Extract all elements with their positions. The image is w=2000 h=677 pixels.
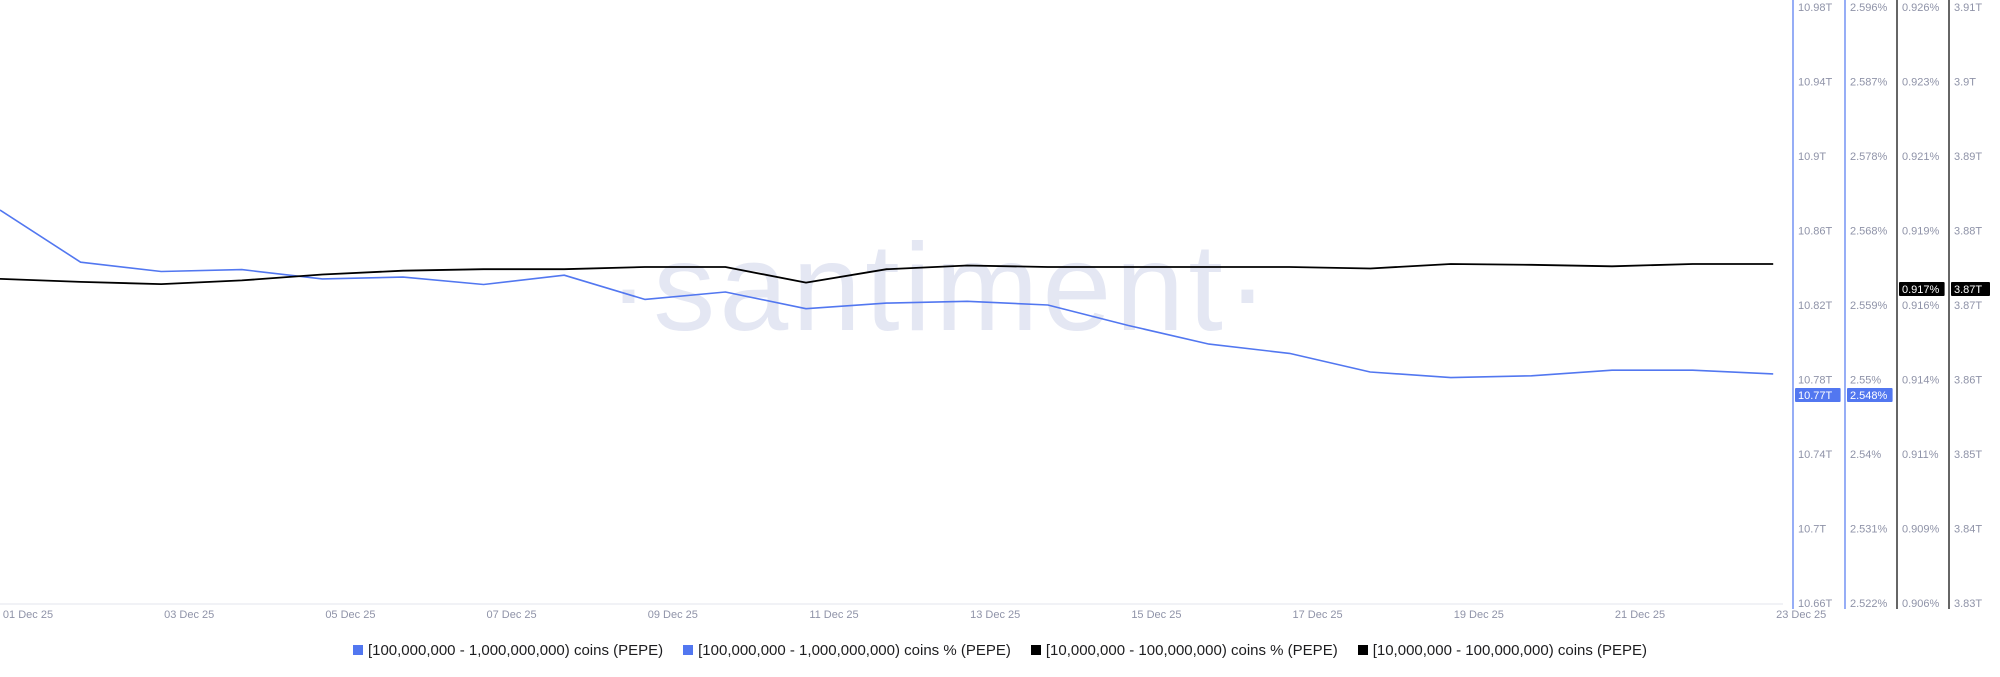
y-tick-label: 10.9T (1798, 151, 1826, 163)
y-tick-label: 2.568% (1850, 226, 1888, 238)
santiment-watermark: ·santiment· (608, 219, 1272, 357)
y-tick-label: 2.531% (1850, 524, 1888, 536)
legend-item-2[interactable]: [100,000,000 - 1,000,000,000) coins % (P… (683, 642, 1011, 659)
y-tick-label: 10.78T (1798, 375, 1833, 387)
y-tick-label: 2.54% (1850, 449, 1881, 461)
y-tick-label: 0.921% (1902, 151, 1940, 163)
y-tick-label: 0.911% (1902, 449, 1939, 461)
y-tick-label: 0.923% (1902, 77, 1940, 89)
y-tick-label: 10.94T (1798, 77, 1833, 89)
y-tick-label: 10.82T (1798, 300, 1833, 312)
y-tick-label: 3.88T (1954, 226, 1982, 238)
y-tick-label: 3.9T (1954, 77, 1976, 89)
y-tick-label: 10.74T (1798, 449, 1833, 461)
y-tick-label: 2.559% (1850, 300, 1888, 312)
y-tick-label: 3.83T (1954, 598, 1982, 610)
x-tick-label: 19 Dec 25 (1454, 609, 1504, 621)
y-tick-label: 2.587% (1850, 77, 1888, 89)
legend-swatch (352, 645, 363, 655)
legend-swatch (1357, 645, 1368, 655)
x-tick-label: 23 Dec 25 (1776, 609, 1826, 621)
legend-item-1[interactable]: [100,000,000 - 1,000,000,000) coins (PEP… (352, 642, 664, 659)
legend-swatch (683, 645, 694, 655)
y-tick-label: 3.84T (1954, 524, 1982, 536)
current-value-label: 2.548% (1850, 390, 1888, 402)
y-tick-label: 0.926% (1902, 2, 1940, 14)
current-value-badge (1847, 388, 1893, 402)
series-line-2 (0, 263, 1774, 286)
x-tick-label: 15 Dec 25 (1131, 609, 1181, 621)
x-tick-label: 21 Dec 25 (1615, 609, 1665, 621)
y-tick-label: 2.596% (1850, 2, 1888, 14)
legend-label: [10,000,000 - 100,000,000) coins (PEPE) (1372, 642, 1648, 659)
y-tick-label: 10.98T (1798, 2, 1833, 14)
y-tick-label: 0.909% (1902, 524, 1940, 536)
legend-item-3[interactable]: [10,000,000 - 100,000,000) coins % (PEPE… (1030, 642, 1338, 659)
y-tick-label: 3.89T (1954, 151, 1982, 163)
x-tick-label: 03 Dec 25 (164, 609, 214, 621)
y-tick-label: 10.7T (1798, 524, 1826, 536)
current-value-label: 0.917% (1902, 284, 1940, 296)
current-value-badge (1951, 282, 1990, 296)
legend-swatch (1030, 645, 1041, 655)
y-tick-label: 2.522% (1850, 598, 1888, 610)
x-tick-label: 05 Dec 25 (325, 609, 375, 621)
current-value-label: 10.77T (1798, 390, 1833, 402)
current-value-badge (1899, 282, 1945, 296)
current-value-label: 3.87T (1954, 284, 1982, 296)
y-tick-label: 3.87T (1954, 300, 1982, 312)
y-tick-label: 0.914% (1902, 375, 1940, 387)
x-tick-label: 01 Dec 25 (3, 609, 53, 621)
current-value-badge (1795, 388, 1841, 402)
chart-legend: [100,000,000 - 1,000,000,000) coins (PEP… (0, 642, 2000, 659)
legend-label: [10,000,000 - 100,000,000) coins % (PEPE… (1045, 642, 1338, 659)
legend-label: [100,000,000 - 1,000,000,000) coins (PEP… (367, 642, 664, 659)
y-tick-label: 3.91T (1954, 2, 1982, 14)
y-tick-label: 0.916% (1902, 300, 1940, 312)
y-tick-label: 0.906% (1902, 598, 1940, 610)
x-tick-label: 09 Dec 25 (648, 609, 698, 621)
y-tick-label: 10.66T (1798, 598, 1833, 610)
legend-label: [100,000,000 - 1,000,000,000) coins % (P… (698, 642, 1011, 659)
x-tick-label: 13 Dec 25 (970, 609, 1020, 621)
chart-canvas: ·santiment· 01 Dec 25 03 Dec 25 05 Dec 25 0… (0, 0, 1990, 621)
y-tick-label: 2.578% (1850, 151, 1888, 163)
y-tick-label: 3.85T (1954, 449, 1982, 461)
y-tick-label: 0.919% (1902, 226, 1940, 238)
x-tick-label: 07 Dec 25 (487, 609, 537, 621)
y-tick-label: 10.86T (1798, 226, 1833, 238)
x-tick-label: 17 Dec 25 (1293, 609, 1343, 621)
legend-item-4[interactable]: [10,000,000 - 100,000,000) coins (PEPE) (1357, 642, 1648, 659)
x-tick-label: 11 Dec 25 (809, 609, 858, 621)
y-tick-label: 2.55% (1850, 375, 1881, 387)
y-tick-label: 3.86T (1954, 375, 1982, 387)
